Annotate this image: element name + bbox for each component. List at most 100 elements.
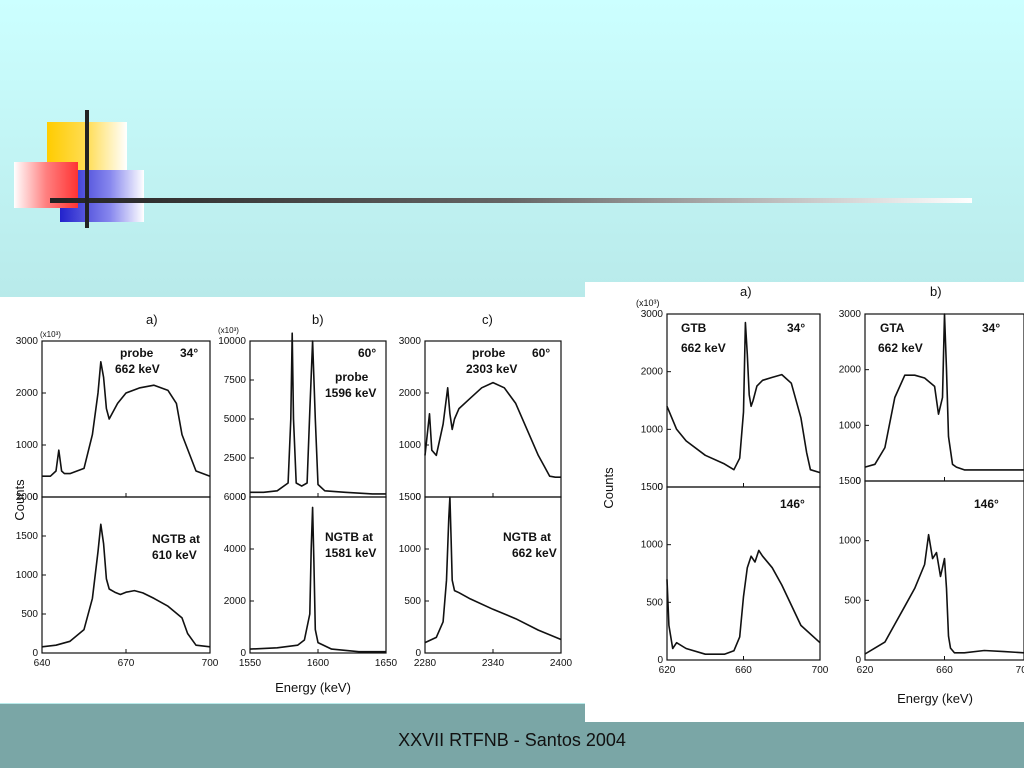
y-tick-label: 2000	[16, 492, 39, 503]
x-tick-label: 1650	[375, 658, 398, 669]
x-tick-label: 1600	[307, 658, 330, 669]
x-tick-label: 2400	[550, 658, 573, 669]
y-tick-label: 500	[404, 596, 421, 607]
label-b-top-angle: 60°	[358, 346, 376, 360]
y-tick-label: 2500	[224, 453, 247, 464]
spectrum-line	[666, 549, 821, 656]
plot-frame	[666, 486, 821, 661]
spectrum-line	[864, 533, 1024, 655]
y-tick-label: 0	[32, 492, 38, 503]
right-panel-letter-a: a)	[740, 284, 752, 299]
x-tick-label: 2280	[414, 658, 437, 669]
spectrum-line	[666, 321, 821, 474]
horizontal-rule	[50, 198, 972, 203]
y-tick-label: 0	[855, 655, 861, 666]
label-c-top-line1: probe	[472, 346, 506, 360]
x-tick-label: 620	[857, 665, 874, 676]
label-b-bottom-line1: NGTB at	[325, 530, 373, 544]
y-tick-label: 1000	[16, 570, 39, 581]
y-tick-label: 0	[415, 492, 421, 503]
label-a-top-line1: probe	[120, 346, 154, 360]
label-gta-angle: 34°	[982, 321, 1000, 335]
y-tick-label: 500	[646, 597, 663, 608]
right-ylabel: Counts	[601, 467, 616, 509]
y-tick-label: 0	[32, 648, 38, 659]
plot-frame	[41, 496, 211, 654]
left-xlabel: Energy (keV)	[275, 680, 351, 695]
y-tick-label: 2000	[224, 596, 247, 607]
label-gtb-angle: 34°	[787, 321, 805, 335]
plot-frame	[249, 496, 387, 654]
y-tick-label: 1500	[16, 531, 39, 542]
y-tick-label: 1000	[839, 536, 862, 547]
x-tick-label: 660	[735, 665, 752, 676]
spectrum-line	[249, 506, 386, 653]
label-a-bottom-line2: 610 keV	[152, 548, 197, 562]
right-xlabel: Energy (keV)	[897, 691, 973, 706]
y-tick-label: 0	[657, 655, 663, 666]
right-multiplier: (x10³)	[636, 298, 660, 308]
y-tick-label: 0	[240, 492, 246, 503]
x-tick-label: 2340	[482, 658, 505, 669]
plot-frame	[424, 496, 562, 654]
y-tick-label: 1000	[641, 540, 664, 551]
y-tick-label: 2000	[839, 365, 862, 376]
y-tick-label: 0	[657, 482, 663, 493]
y-tick-label: 5000	[224, 414, 247, 425]
x-tick-label: 700	[812, 665, 829, 676]
label-c-top-angle: 60°	[532, 346, 550, 360]
y-tick-label: 0	[240, 648, 246, 659]
x-tick-label: 640	[34, 658, 51, 669]
y-tick-label: 3000	[641, 309, 664, 320]
y-tick-label: 1000	[839, 420, 862, 431]
label-c-bottom-line2: 662 keV	[512, 546, 557, 560]
label-a-bottom-line1: NGTB at	[152, 532, 200, 546]
vertical-rule	[85, 110, 89, 228]
left-multiplier-b: (x10³)	[218, 326, 239, 335]
label-a-top-line2: 662 keV	[115, 362, 160, 376]
left-ylabel: Counts	[12, 479, 27, 521]
left-panel-letter-a: a)	[146, 312, 158, 327]
left-multiplier-a: (x10³)	[40, 330, 61, 339]
label-gta-line2: 662 keV	[878, 341, 923, 355]
spectrum-line	[250, 332, 386, 495]
y-tick-label: 1000	[641, 424, 664, 435]
label-gta-bottom-angle: 146°	[974, 497, 999, 511]
spectrum-line	[424, 381, 561, 479]
y-tick-label: 1500	[399, 492, 422, 503]
spectrum-line	[41, 523, 211, 648]
label-a-top-angle: 34°	[180, 346, 198, 360]
y-tick-label: 4000	[224, 544, 247, 555]
title-decoration	[14, 110, 972, 228]
y-tick-label: 6000	[224, 492, 247, 503]
y-tick-label: 10000	[218, 336, 246, 347]
y-tick-label: 2000	[641, 367, 664, 378]
y-tick-label: 0	[415, 648, 421, 659]
y-tick-label: 3000	[16, 336, 39, 347]
left-panel-letter-b: b)	[312, 312, 324, 327]
label-b-bottom-line2: 1581 keV	[325, 546, 376, 560]
y-tick-label: 1000	[399, 544, 422, 555]
x-tick-label: 700	[202, 658, 219, 669]
y-tick-label: 1500	[839, 476, 862, 487]
y-tick-label: 500	[844, 595, 861, 606]
left-figure-background	[0, 297, 587, 703]
label-gtb-bottom-angle: 146°	[780, 497, 805, 511]
y-tick-label: 1000	[16, 440, 39, 451]
x-tick-label: 670	[118, 658, 135, 669]
label-b-top-line2: 1596 keV	[325, 386, 376, 400]
left-panel-letter-c: c)	[482, 312, 493, 327]
y-tick-label: 7500	[224, 375, 247, 386]
spectrum-line	[42, 360, 211, 478]
right-panel-letter-b: b)	[930, 284, 942, 299]
label-gta-line1: GTA	[880, 321, 905, 335]
x-tick-label: 620	[659, 665, 676, 676]
y-tick-label: 3000	[399, 336, 422, 347]
x-tick-label: 700	[1016, 665, 1024, 676]
spectrum-line	[864, 313, 1024, 471]
label-c-bottom-line1: NGTB at	[503, 530, 551, 544]
y-tick-label: 0	[855, 476, 861, 487]
y-tick-label: 3000	[839, 309, 862, 320]
y-tick-label: 2000	[399, 388, 422, 399]
